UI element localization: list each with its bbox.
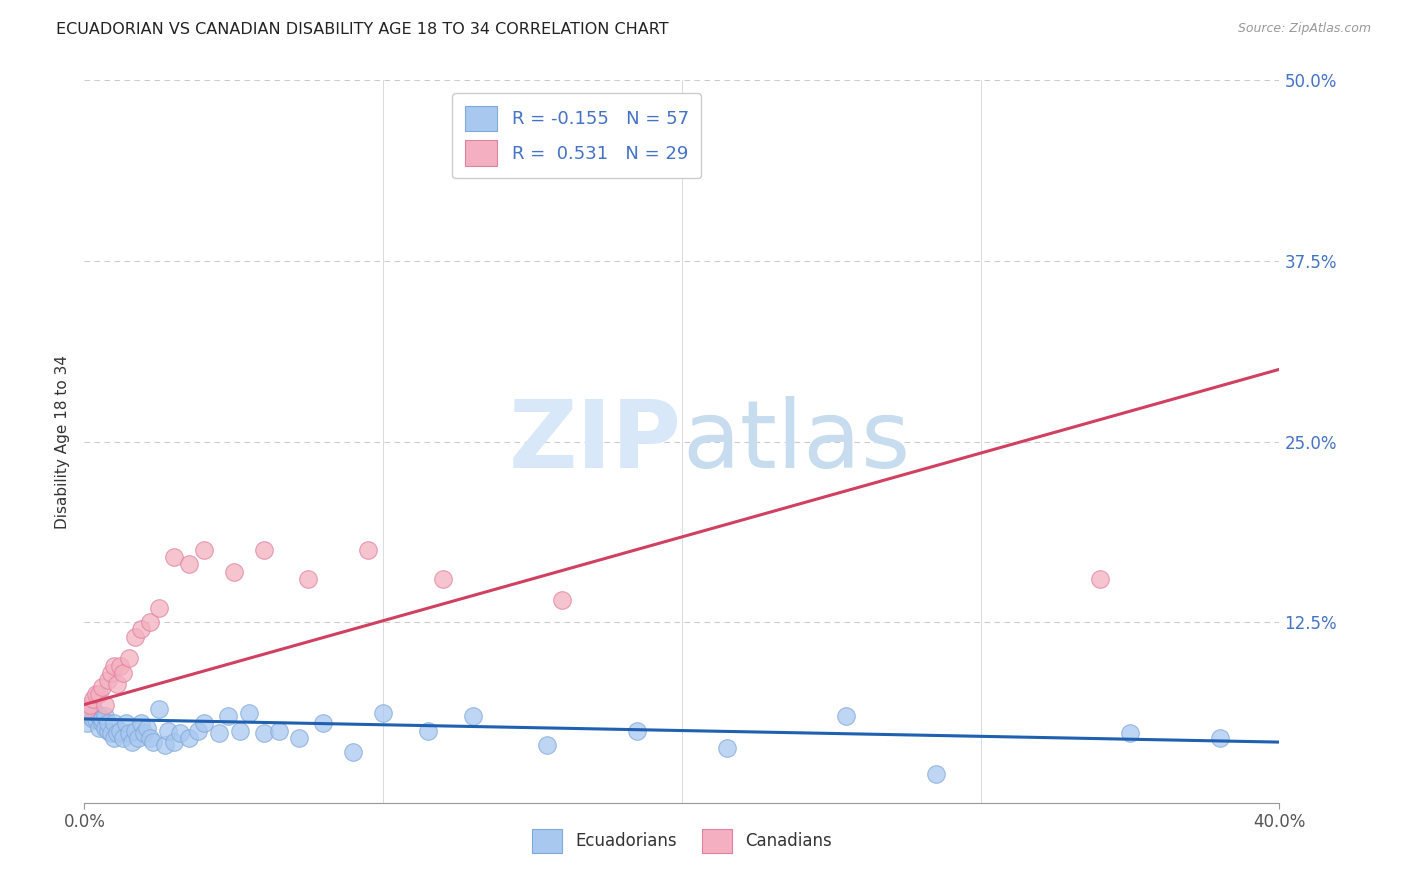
Point [91,712,114,726]
Point [89,687,111,701]
Point [129,623,152,637]
Point [127,731,149,745]
Point [91,716,114,731]
Point [217,709,239,723]
Point [157,723,180,738]
Point [86,712,108,726]
Point [253,726,276,740]
Point [835,709,858,723]
Point [139,615,162,630]
Text: ZIP: ZIP [509,395,682,488]
Point [1090,572,1112,586]
Point [193,542,215,557]
Point [238,706,260,721]
Point [103,716,125,731]
Point [94,721,117,735]
Point [177,558,200,572]
Point [86,706,108,721]
Point [136,721,159,735]
Point [118,651,141,665]
Point [416,723,439,738]
Point [551,593,574,607]
Point [208,726,231,740]
Point [97,673,120,687]
Point [193,716,215,731]
Point [716,740,738,755]
Point [110,723,132,738]
Point [97,716,120,731]
Point [153,738,176,752]
Point [82,691,104,706]
Point [163,735,186,749]
Point [100,726,122,740]
Point [253,542,276,557]
Point [129,716,152,731]
Point [139,731,162,745]
Point [228,723,252,738]
Point [94,709,117,723]
Point [91,680,114,694]
Point [267,723,290,738]
Point [112,731,135,745]
Point [148,600,170,615]
Point [103,658,125,673]
Point [97,723,120,738]
Point [76,702,98,716]
Point [357,542,380,557]
Point [177,731,200,745]
Point [312,716,335,731]
Point [1119,726,1142,740]
Point [342,745,364,759]
Point [89,709,111,723]
Point [536,738,558,752]
Point [222,565,245,579]
Point [103,731,125,745]
Point [169,726,191,740]
Point [148,702,170,716]
Point [105,726,128,740]
Point [94,698,117,712]
Point [1209,731,1232,745]
Point [461,709,484,723]
Point [288,731,311,745]
Point [112,665,135,680]
Point [124,630,146,644]
Point [82,702,104,716]
Y-axis label: Disability Age 18 to 34: Disability Age 18 to 34 [55,354,70,529]
Text: Source: ZipAtlas.com: Source: ZipAtlas.com [1237,22,1371,36]
Point [297,572,319,586]
Point [132,726,156,740]
Point [373,706,395,721]
Text: ECUADORIAN VS CANADIAN DISABILITY AGE 18 TO 34 CORRELATION CHART: ECUADORIAN VS CANADIAN DISABILITY AGE 18… [56,22,669,37]
Point [76,716,98,731]
Point [187,723,209,738]
Point [118,726,141,740]
Text: atlas: atlas [682,395,910,488]
Legend: Ecuadorians, Canadians: Ecuadorians, Canadians [526,822,838,860]
Point [79,709,101,723]
Point [82,712,104,726]
Point [124,723,146,738]
Point [100,665,122,680]
Point [121,735,143,749]
Point [626,723,648,738]
Point [142,735,165,749]
Point [115,716,138,731]
Point [163,550,186,565]
Point [925,767,948,781]
Point [105,677,128,691]
Point [110,658,132,673]
Point [89,721,111,735]
Point [79,698,101,712]
Point [432,572,454,586]
Point [86,687,108,701]
